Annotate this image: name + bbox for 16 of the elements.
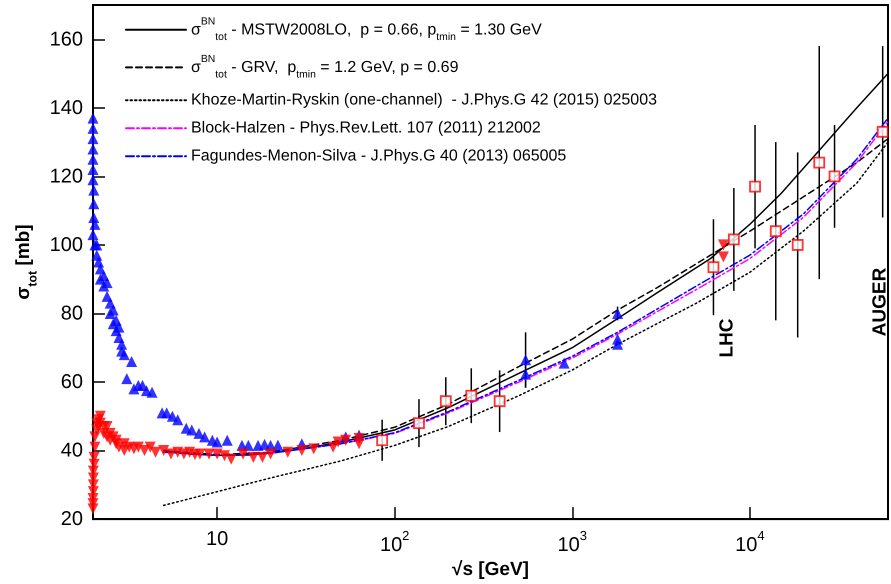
y-tick-label: 80 (60, 302, 83, 324)
y-tick-label: 20 (60, 508, 83, 530)
legend-label: Khoze-Martin-Ryskin (one-channel) - J.Phys.G 42 (2015) 025003 (191, 92, 658, 109)
y-tick-label: 140 (50, 96, 83, 119)
x-tick-label: 10 (206, 528, 228, 550)
y-tick-label: 60 (60, 371, 83, 394)
legend-label: Block-Halzen - Phys.Rev.Lett. 107 (2011) 212002 (191, 120, 541, 137)
y-tick-label: 120 (50, 165, 83, 188)
annotation: AUGER (870, 267, 890, 336)
annotation: LHC (716, 318, 738, 358)
y-tick-label: 100 (50, 234, 83, 256)
x-axis-title: √s [GeV] (452, 559, 529, 580)
y-axis-title: σtot [mb] (13, 224, 40, 300)
y-tick-label: 160 (50, 28, 83, 50)
legend-label: Fagundes-Menon-Silva - J.Phys.G 40 (2013) 065005 (191, 148, 566, 165)
y-tick-label: 40 (60, 440, 83, 462)
